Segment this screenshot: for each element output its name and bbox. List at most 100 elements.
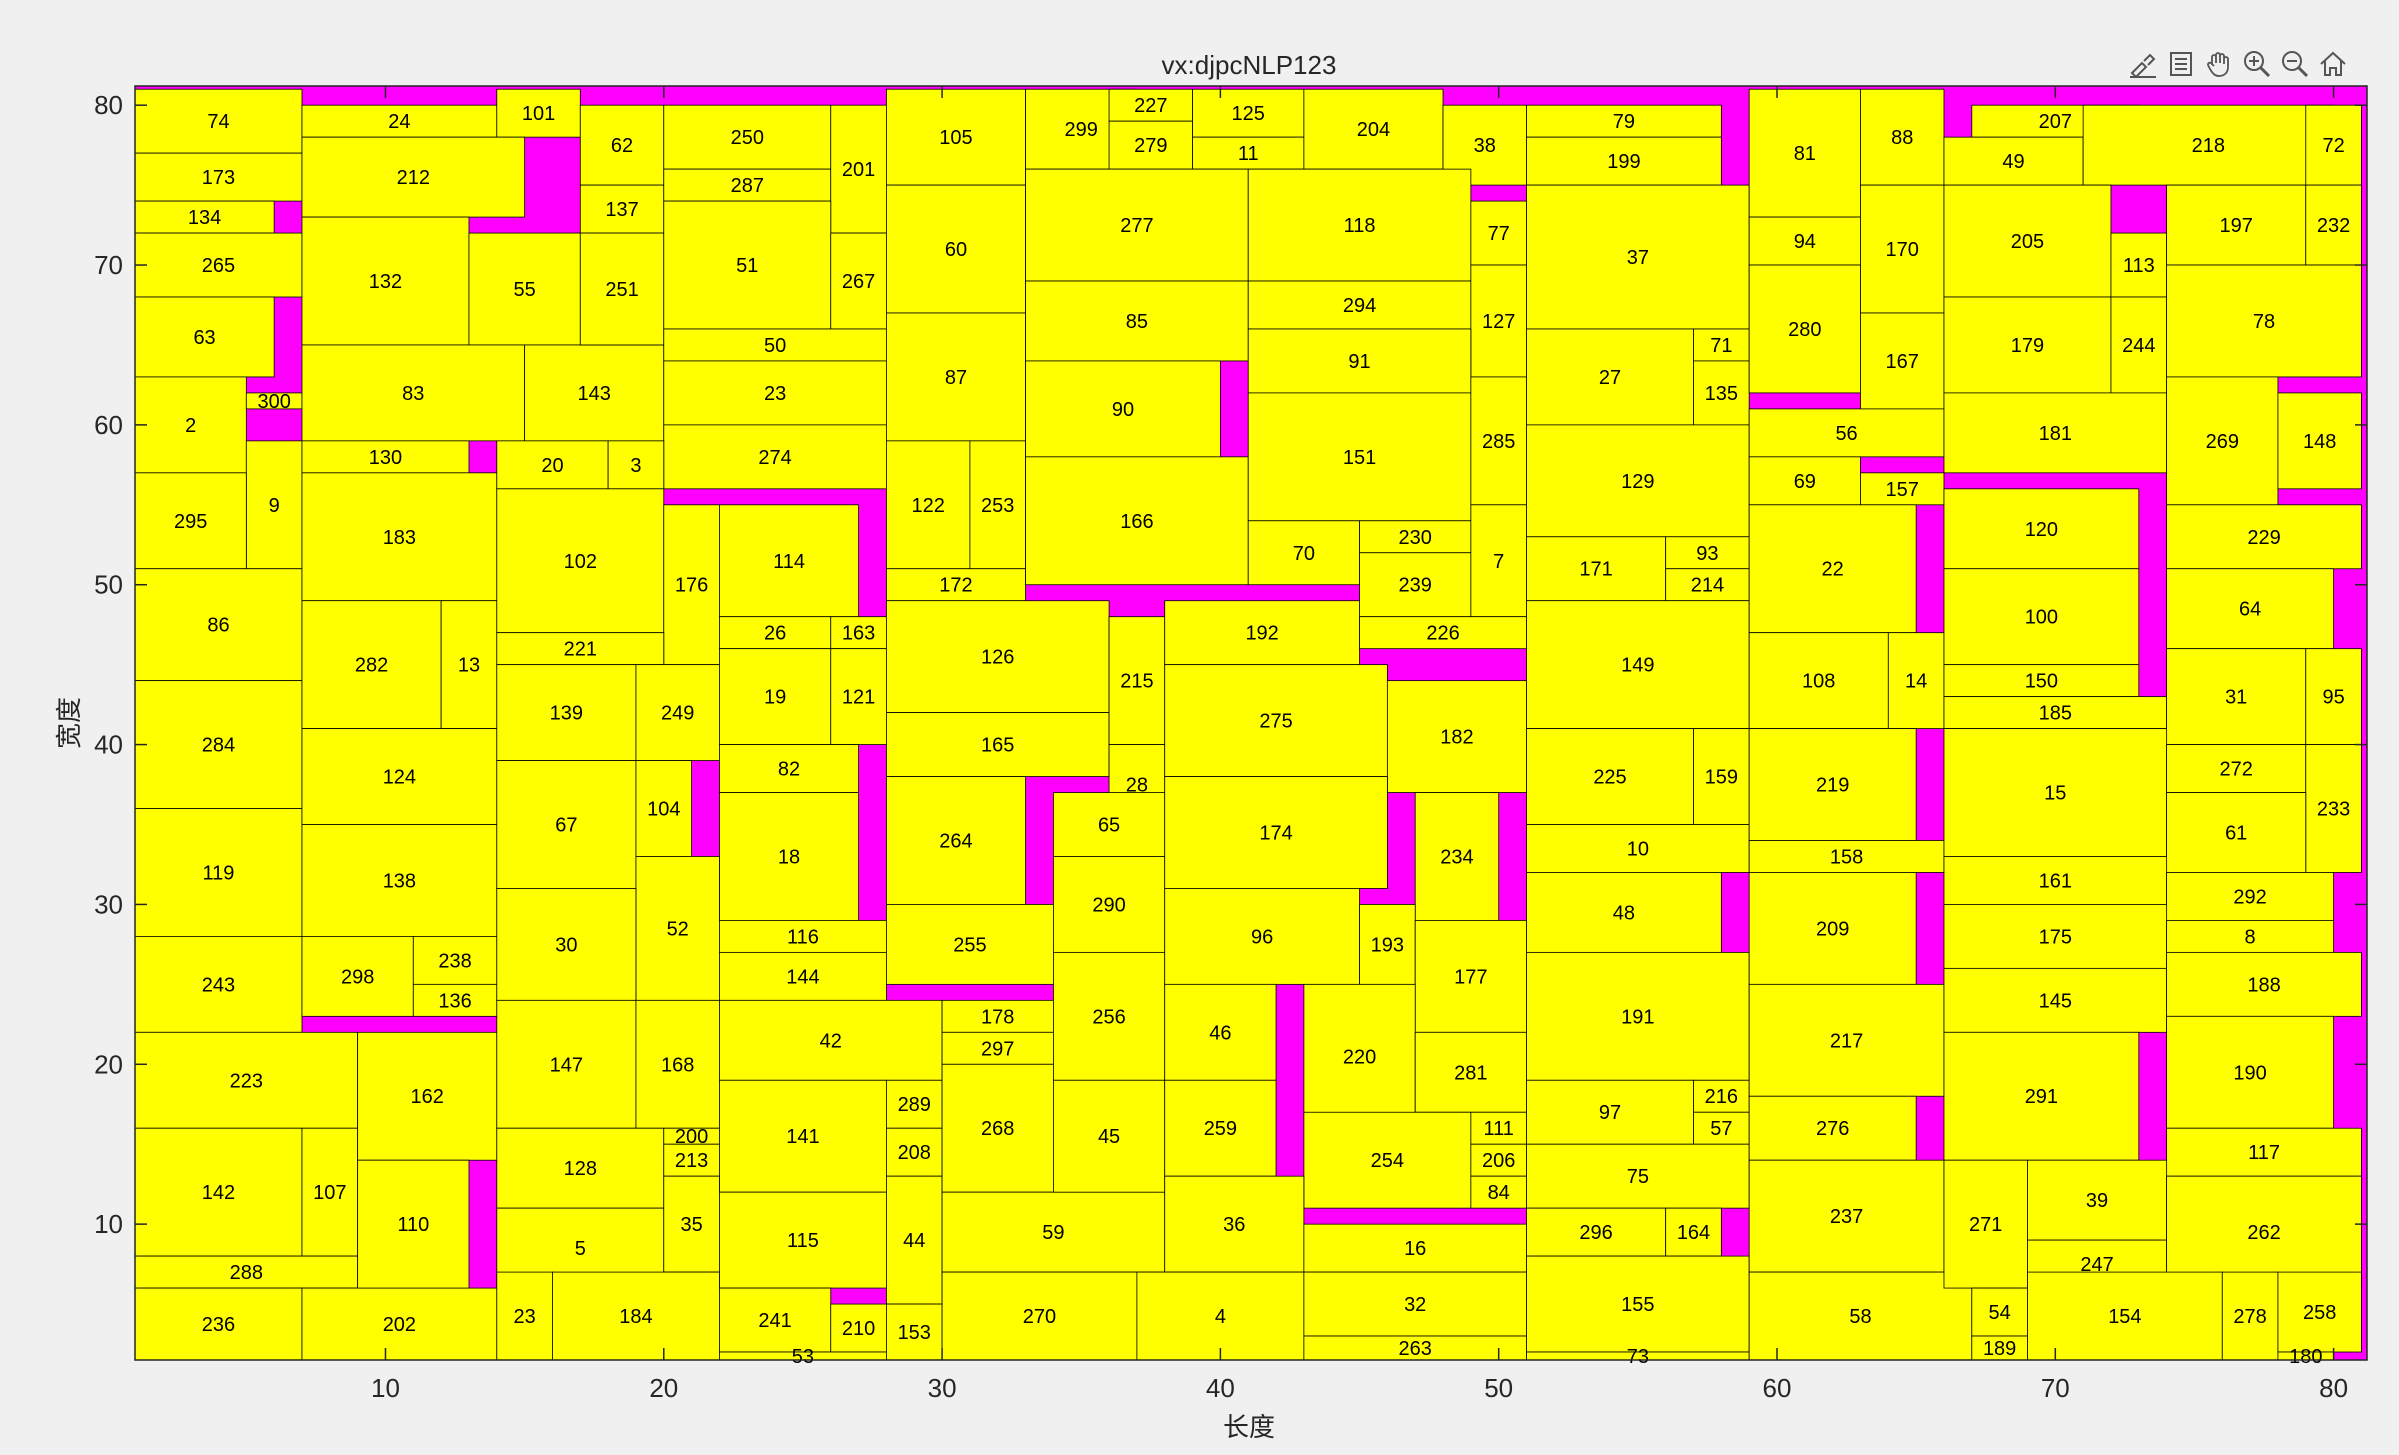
rect-label-164: 164 xyxy=(1677,1222,1710,1244)
rect-276 xyxy=(1748,1095,1917,1161)
rect-label-155: 155 xyxy=(1621,1294,1654,1316)
rect-label-119: 119 xyxy=(203,862,235,884)
rect-label-23b: 23 xyxy=(514,1306,536,1328)
rect-176 xyxy=(663,504,720,666)
rect-178 xyxy=(941,999,1054,1033)
rect-61 xyxy=(2166,792,2307,873)
rect-205 xyxy=(1943,184,2112,298)
rect-label-278: 278 xyxy=(2233,1306,2266,1328)
rect-label-82: 82 xyxy=(778,759,800,781)
rect-188 xyxy=(2166,951,2362,1017)
zoom-in-icon[interactable] xyxy=(2239,46,2275,82)
rect-label-225: 225 xyxy=(1593,767,1626,789)
rect-label-9: 9 xyxy=(269,495,280,517)
rect-label-241: 241 xyxy=(758,1310,791,1332)
home-icon[interactable] xyxy=(2315,46,2351,82)
rect-172 xyxy=(886,568,1026,602)
rect-221 xyxy=(496,632,665,666)
rect-label-238: 238 xyxy=(438,950,471,972)
rect-label-217: 217 xyxy=(1830,1030,1863,1052)
rect-label-35: 35 xyxy=(680,1214,702,1236)
rect-label-172: 172 xyxy=(939,575,972,597)
rect-label-134: 134 xyxy=(188,207,221,229)
rect-201 xyxy=(830,104,887,234)
rect-label-292: 292 xyxy=(2233,886,2266,908)
rect-127 xyxy=(1470,264,1527,378)
rect-label-58: 58 xyxy=(1849,1306,1871,1328)
x-tick-label: 30 xyxy=(928,1373,957,1403)
rect-59 xyxy=(941,1191,1166,1273)
rect-label-206: 206 xyxy=(1482,1150,1515,1172)
rect-label-219: 219 xyxy=(1816,775,1849,797)
rect-label-300: 300 xyxy=(257,391,290,413)
x-tick-label: 60 xyxy=(1763,1373,1792,1403)
rect-164 xyxy=(1665,1207,1722,1257)
rect-label-51: 51 xyxy=(736,255,758,277)
rect-label-176: 176 xyxy=(675,575,708,597)
rect-label-177: 177 xyxy=(1454,966,1487,988)
rect-label-269: 269 xyxy=(2206,431,2239,453)
rect-175 xyxy=(1943,904,2168,969)
rect-label-199: 199 xyxy=(1607,151,1640,173)
rect-label-234: 234 xyxy=(1440,846,1473,868)
rect-94 xyxy=(1748,216,1861,266)
rect-191 xyxy=(1526,951,1750,1081)
rect-162 xyxy=(357,1031,498,1161)
rect-74 xyxy=(134,88,303,154)
rect-232 xyxy=(2305,184,2362,266)
rect-280 xyxy=(1748,264,1861,394)
rect-label-285: 285 xyxy=(1482,431,1515,453)
rect-165 xyxy=(886,712,1110,777)
rect-label-256: 256 xyxy=(1092,1006,1125,1028)
rect-label-138: 138 xyxy=(383,870,416,892)
rect-204 xyxy=(1303,88,1444,170)
rect-label-28: 28 xyxy=(1126,775,1148,797)
rect-150 xyxy=(1943,664,2140,698)
rect-label-8: 8 xyxy=(2245,926,2256,948)
rect-243 xyxy=(134,935,303,1033)
rect-label-77: 77 xyxy=(1488,223,1510,245)
rect-209 xyxy=(1748,872,1917,985)
rect-217 xyxy=(1748,983,1945,1097)
rect-249 xyxy=(635,664,720,761)
rect-label-110: 110 xyxy=(397,1214,429,1236)
rect-label-83: 83 xyxy=(402,383,424,405)
rect-255 xyxy=(886,904,1054,985)
rect-label-267: 267 xyxy=(842,271,875,293)
rect-46 xyxy=(1164,983,1277,1081)
rect-190 xyxy=(2166,1015,2335,1129)
rect-174 xyxy=(1164,776,1388,889)
rect-label-144: 144 xyxy=(786,966,819,988)
rect-label-78: 78 xyxy=(2253,311,2275,333)
rect-69 xyxy=(1748,456,1861,506)
rect-label-36: 36 xyxy=(1223,1214,1245,1236)
rect-label-111: 111 xyxy=(1483,1118,1513,1140)
rect-label-73: 73 xyxy=(1627,1346,1649,1368)
rect-label-167: 167 xyxy=(1886,351,1919,373)
rect-130 xyxy=(301,440,470,474)
rect-90 xyxy=(1025,360,1221,458)
rect-120 xyxy=(1943,488,2140,570)
rect-270 xyxy=(941,1271,1138,1361)
rect-label-37: 37 xyxy=(1627,247,1649,269)
zoom-out-icon[interactable] xyxy=(2277,46,2313,82)
pan-hand-icon[interactable] xyxy=(2201,46,2237,82)
rect-label-118: 118 xyxy=(1344,215,1376,237)
y-tick-label: 40 xyxy=(94,730,123,760)
rect-52 xyxy=(635,856,720,1001)
data-tips-icon[interactable] xyxy=(2163,46,2199,82)
brush-icon[interactable] xyxy=(2125,46,2161,82)
rect-label-64: 64 xyxy=(2239,599,2261,621)
rect-111 xyxy=(1470,1111,1527,1145)
rect-label-24: 24 xyxy=(388,111,410,133)
rect-label-291: 291 xyxy=(2025,1086,2058,1108)
rect-label-280: 280 xyxy=(1788,319,1821,341)
rect-143 xyxy=(524,344,665,442)
rect-label-125: 125 xyxy=(1232,103,1265,125)
rect-83 xyxy=(301,344,526,442)
rect-label-207: 207 xyxy=(2039,111,2072,133)
rect-label-38: 38 xyxy=(1474,135,1496,157)
rect-181 xyxy=(1943,392,2168,474)
x-axis: 10 20 30 40 50 60 70 80 xyxy=(371,86,2348,1403)
